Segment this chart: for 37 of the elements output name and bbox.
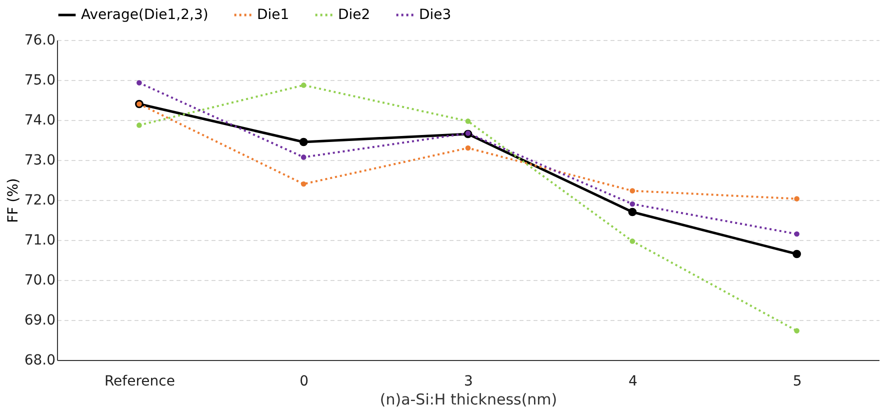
legend-label: Die3 — [419, 7, 452, 23]
x-tick-label: 3 — [464, 374, 473, 390]
point — [300, 82, 306, 88]
point — [465, 130, 471, 136]
point — [794, 231, 800, 237]
y-tick-label: 75.0 — [24, 72, 56, 88]
x-tick-label: 5 — [792, 374, 802, 390]
y-axis-title: FF (%) — [5, 178, 22, 223]
y-tick-label: 76.0 — [24, 32, 56, 48]
x-axis-title: (n)a-Si:H thickness(nm) — [380, 390, 558, 408]
legend-label: Average(Die1,2,3) — [81, 7, 208, 23]
point — [465, 145, 471, 151]
y-tick-label: 73.0 — [24, 152, 56, 168]
point — [465, 118, 471, 124]
x-tick-label: 0 — [300, 374, 309, 390]
point — [299, 138, 308, 146]
y-tick-label: 68.0 — [24, 352, 56, 368]
point — [794, 328, 800, 334]
y-tick-label: 71.0 — [24, 232, 56, 248]
y-tick-label: 70.0 — [24, 272, 56, 288]
point — [792, 250, 801, 258]
point — [630, 238, 636, 244]
point — [630, 201, 636, 207]
legend-label: Die2 — [338, 7, 370, 23]
legend-label: Die1 — [257, 7, 290, 23]
y-tick-label: 69.0 — [24, 312, 56, 328]
point — [300, 181, 306, 187]
point — [628, 208, 637, 216]
y-tick-label: 74.0 — [24, 112, 56, 128]
x-tick-label: 4 — [628, 374, 638, 390]
point — [136, 122, 142, 128]
y-tick-label: 72.0 — [24, 192, 56, 208]
point — [630, 188, 636, 194]
x-tick-label: Reference — [104, 374, 175, 390]
point — [300, 154, 306, 160]
point — [136, 80, 142, 86]
point — [794, 196, 800, 202]
